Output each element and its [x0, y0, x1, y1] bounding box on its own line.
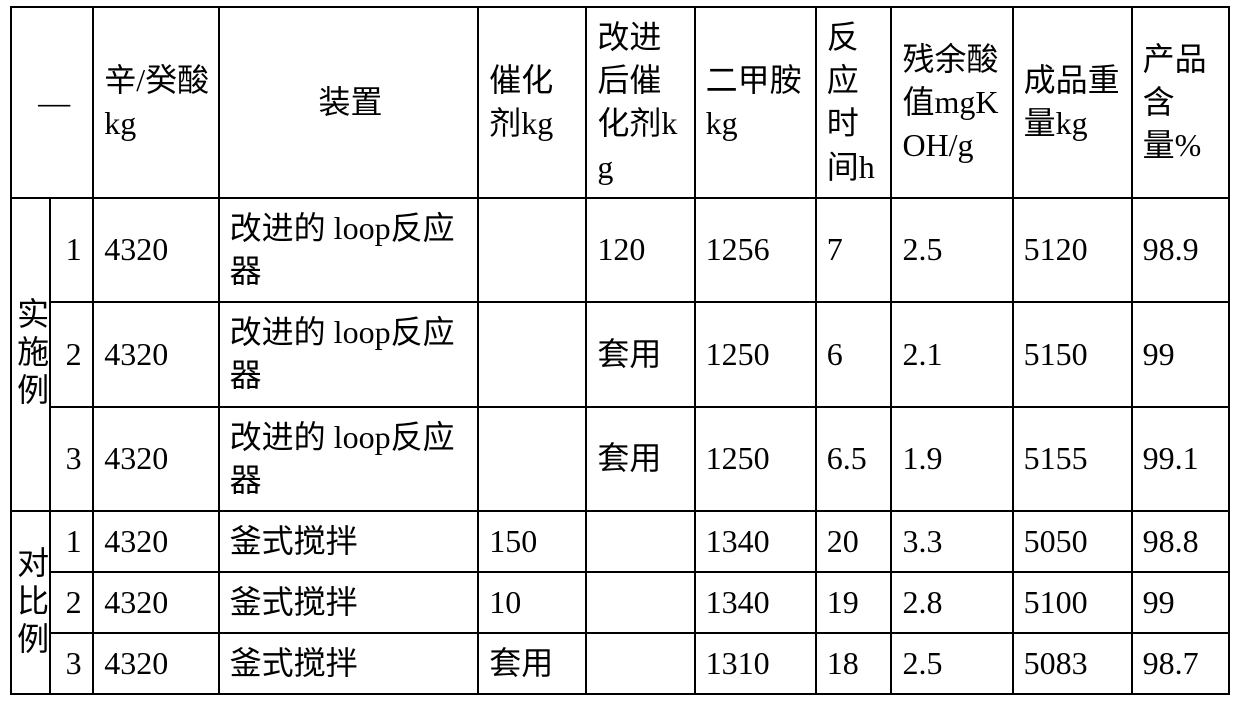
cell-idx: 3	[50, 633, 93, 694]
cell-dma: 1340	[695, 572, 816, 633]
cell-catalyst: 10	[478, 572, 586, 633]
cell-time: 7	[816, 198, 892, 302]
cell-acid: 4320	[93, 572, 218, 633]
cell-acid: 4320	[93, 407, 218, 511]
header-row: — 辛/癸酸 kg 装置 催化剂kg 改进后催化剂kg 二甲胺 kg 反应时间h…	[11, 7, 1229, 198]
header-stub: —	[11, 7, 93, 198]
cell-device: 釜式搅拌	[219, 633, 479, 694]
cell-dma: 1256	[695, 198, 816, 302]
cell-acid: 4320	[93, 198, 218, 302]
cell-dma: 1250	[695, 407, 816, 511]
cell-weight: 5155	[1013, 407, 1132, 511]
cell-acid: 4320	[93, 302, 218, 406]
cell-weight: 5120	[1013, 198, 1132, 302]
cell-residual: 3.3	[891, 511, 1012, 572]
cell-device: 釜式搅拌	[219, 511, 479, 572]
cell-dma: 1250	[695, 302, 816, 406]
cell-weight: 5100	[1013, 572, 1132, 633]
header-device: 装置	[219, 7, 479, 198]
cell-idx: 3	[50, 407, 93, 511]
cell-catalyst	[478, 302, 586, 406]
data-table: — 辛/癸酸 kg 装置 催化剂kg 改进后催化剂kg 二甲胺 kg 反应时间h…	[10, 6, 1230, 695]
cell-content: 99	[1132, 302, 1229, 406]
cell-improved: 套用	[586, 302, 694, 406]
cell-content: 98.8	[1132, 511, 1229, 572]
cell-device: 改进的 loop反应器	[219, 407, 479, 511]
cell-time: 20	[816, 511, 892, 572]
group-label-duibili: 对比例	[11, 511, 50, 695]
cell-idx: 1	[50, 511, 93, 572]
cell-weight: 5150	[1013, 302, 1132, 406]
header-improved: 改进后催化剂kg	[586, 7, 694, 198]
cell-content: 98.9	[1132, 198, 1229, 302]
cell-catalyst	[478, 198, 586, 302]
cell-time: 18	[816, 633, 892, 694]
cell-improved	[586, 511, 694, 572]
table-row: 实施例 1 4320 改进的 loop反应器 120 1256 7 2.5 51…	[11, 198, 1229, 302]
cell-weight: 5083	[1013, 633, 1132, 694]
table-row: 2 4320 改进的 loop反应器 套用 1250 6 2.1 5150 99	[11, 302, 1229, 406]
cell-acid: 4320	[93, 511, 218, 572]
cell-residual: 2.8	[891, 572, 1012, 633]
header-time: 反应时间h	[816, 7, 892, 198]
cell-time: 6	[816, 302, 892, 406]
table-row: 3 4320 改进的 loop反应器 套用 1250 6.5 1.9 5155 …	[11, 407, 1229, 511]
header-acid: 辛/癸酸 kg	[93, 7, 218, 198]
header-dma: 二甲胺 kg	[695, 7, 816, 198]
cell-dma: 1310	[695, 633, 816, 694]
cell-device: 改进的 loop反应器	[219, 302, 479, 406]
cell-idx: 1	[50, 198, 93, 302]
cell-weight: 5050	[1013, 511, 1132, 572]
header-content: 产品含量%	[1132, 7, 1229, 198]
header-residual: 残余酸值mgKOH/g	[891, 7, 1012, 198]
cell-dma: 1340	[695, 511, 816, 572]
header-catalyst: 催化剂kg	[478, 7, 586, 198]
table-container: — 辛/癸酸 kg 装置 催化剂kg 改进后催化剂kg 二甲胺 kg 反应时间h…	[0, 0, 1240, 701]
cell-device: 釜式搅拌	[219, 572, 479, 633]
cell-residual: 2.1	[891, 302, 1012, 406]
group-label-shishili: 实施例	[11, 198, 50, 511]
cell-residual: 2.5	[891, 633, 1012, 694]
cell-time: 19	[816, 572, 892, 633]
cell-content: 98.7	[1132, 633, 1229, 694]
cell-improved	[586, 633, 694, 694]
cell-improved	[586, 572, 694, 633]
cell-content: 99	[1132, 572, 1229, 633]
cell-residual: 1.9	[891, 407, 1012, 511]
cell-idx: 2	[50, 572, 93, 633]
cell-content: 99.1	[1132, 407, 1229, 511]
header-weight: 成品重量kg	[1013, 7, 1132, 198]
table-row: 对比例 1 4320 釜式搅拌 150 1340 20 3.3 5050 98.…	[11, 511, 1229, 572]
cell-catalyst: 150	[478, 511, 586, 572]
cell-improved: 套用	[586, 407, 694, 511]
cell-device: 改进的 loop反应器	[219, 198, 479, 302]
cell-catalyst: 套用	[478, 633, 586, 694]
cell-residual: 2.5	[891, 198, 1012, 302]
table-row: 3 4320 釜式搅拌 套用 1310 18 2.5 5083 98.7	[11, 633, 1229, 694]
table-row: 2 4320 釜式搅拌 10 1340 19 2.8 5100 99	[11, 572, 1229, 633]
cell-acid: 4320	[93, 633, 218, 694]
cell-time: 6.5	[816, 407, 892, 511]
cell-idx: 2	[50, 302, 93, 406]
cell-catalyst	[478, 407, 586, 511]
cell-improved: 120	[586, 198, 694, 302]
